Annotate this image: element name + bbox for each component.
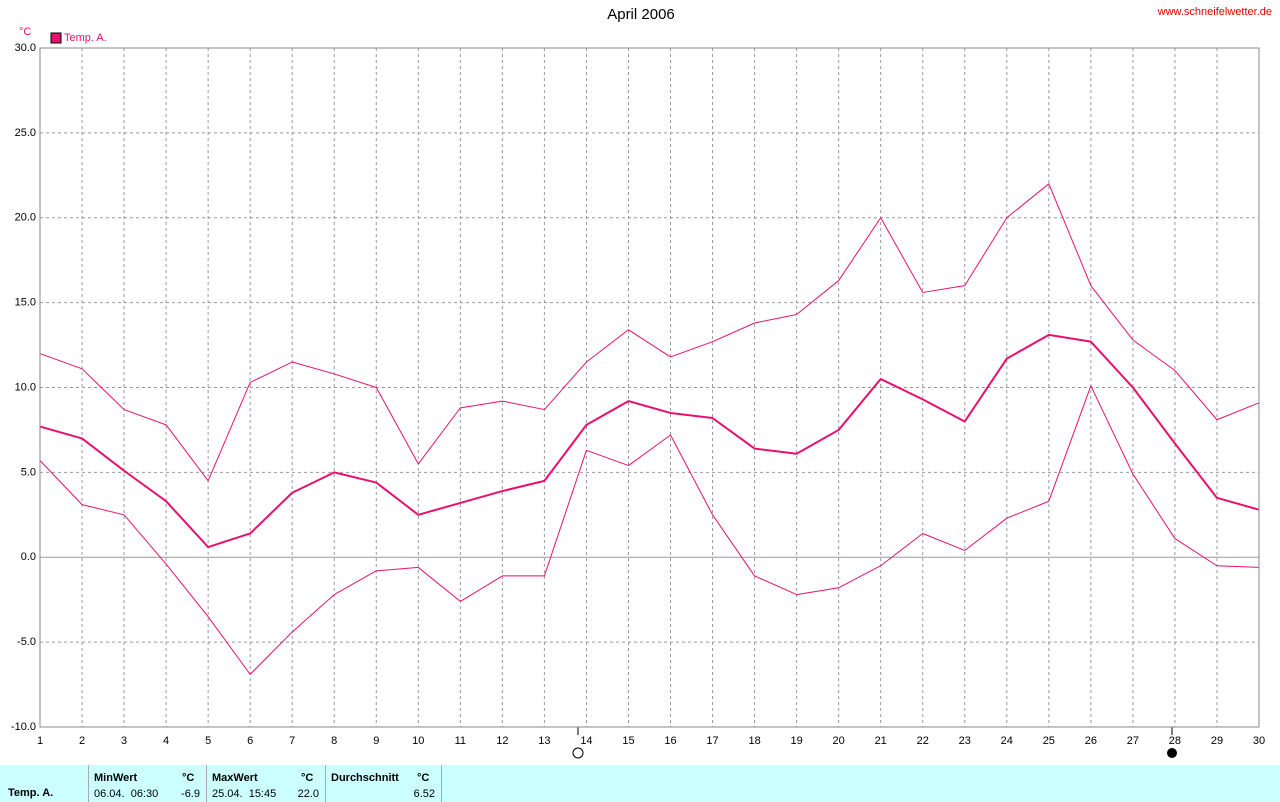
series-line <box>39 333 1260 549</box>
value: -6.9 <box>181 788 200 800</box>
column-unit: °C <box>182 772 195 784</box>
y-tick-label: 10.0 <box>15 381 36 393</box>
value: 22.0 <box>297 788 319 800</box>
moon-icons <box>572 722 1177 759</box>
x-tick-label: 29 <box>1211 735 1223 747</box>
plot-border <box>39 47 1260 728</box>
x-tick-label: 2 <box>79 735 85 747</box>
x-tick-label: 27 <box>1127 735 1139 747</box>
x-tick-label: 3 <box>121 735 127 747</box>
y-tick-label: 30.0 <box>15 42 36 54</box>
x-tick-label: 22 <box>917 735 929 747</box>
time: 06.04. 06:30 <box>94 788 159 800</box>
y-tick-label: 5.0 <box>21 466 36 478</box>
x-tick-label: 26 <box>1085 735 1097 747</box>
column-divider <box>441 765 442 802</box>
x-tick-label: 24 <box>1001 735 1013 747</box>
x-tick-label: 15 <box>622 735 634 747</box>
x-tick-label: 9 <box>373 735 379 747</box>
x-tick-label: 20 <box>833 735 845 747</box>
full-moon <box>572 747 584 759</box>
time: 25.04. 15:45 <box>212 788 277 800</box>
value: 6.52 <box>413 788 435 800</box>
column-divider <box>206 765 207 802</box>
x-tick-label: 23 <box>959 735 971 747</box>
x-tick-label: 19 <box>790 735 802 747</box>
legend-label: Temp. A. <box>64 32 107 44</box>
column-unit: °C <box>301 772 314 784</box>
y-tick-label: 25.0 <box>15 127 36 139</box>
column-divider <box>325 765 326 802</box>
series-line <box>39 183 1260 482</box>
column-divider <box>88 765 89 802</box>
new-moon <box>1167 748 1177 758</box>
x-tick-label: 12 <box>496 735 508 747</box>
x-tick-label: 28 <box>1169 735 1181 747</box>
x-tick-label: 1 <box>37 735 43 747</box>
chart-title: April 2006 <box>607 6 675 23</box>
x-tick-label: 18 <box>748 735 760 747</box>
x-tick-label: 8 <box>331 735 337 747</box>
column-header: MaxWert <box>212 772 258 784</box>
y-tick-label: 15.0 <box>15 297 36 309</box>
x-tick-label: 13 <box>538 735 550 747</box>
y-tick-label: 20.0 <box>15 212 36 224</box>
column-header: MinWert <box>94 772 138 784</box>
x-tick-label: 6 <box>247 735 253 747</box>
x-tick-label: 14 <box>580 735 592 747</box>
x-tick-label: 30 <box>1253 735 1265 747</box>
x-tick-label: 25 <box>1043 735 1055 747</box>
source: www.schneifelwetter.de <box>1157 6 1272 18</box>
column-header: Durchschnitt <box>331 772 399 784</box>
chart: April 2006 www.schneifelwetter.de °C -10… <box>11 6 1272 759</box>
y-tick-label: -10.0 <box>11 721 36 733</box>
x-tick-label: 10 <box>412 735 424 747</box>
x-tick-label: 16 <box>664 735 676 747</box>
legend-swatch <box>50 32 62 44</box>
x-tick-label: 11 <box>455 735 466 747</box>
y-tick-label: -5.0 <box>17 636 36 648</box>
y-unit: °C <box>19 26 31 38</box>
summary-label: Temp. A. <box>8 787 54 799</box>
summary-table: Temp. A. MinWert °C 06.04. 06:30 -6.9 MaxWer… <box>0 765 1280 802</box>
series-line <box>39 385 1260 675</box>
column-unit: °C <box>417 772 430 784</box>
x-tick-label: 17 <box>706 735 718 747</box>
y-tick-label: 0.0 <box>21 551 36 563</box>
x-tick-label: 4 <box>163 735 169 747</box>
x-tick-label: 5 <box>205 735 211 747</box>
x-tick-label: 7 <box>289 735 295 747</box>
x-tick-label: 21 <box>875 735 887 747</box>
